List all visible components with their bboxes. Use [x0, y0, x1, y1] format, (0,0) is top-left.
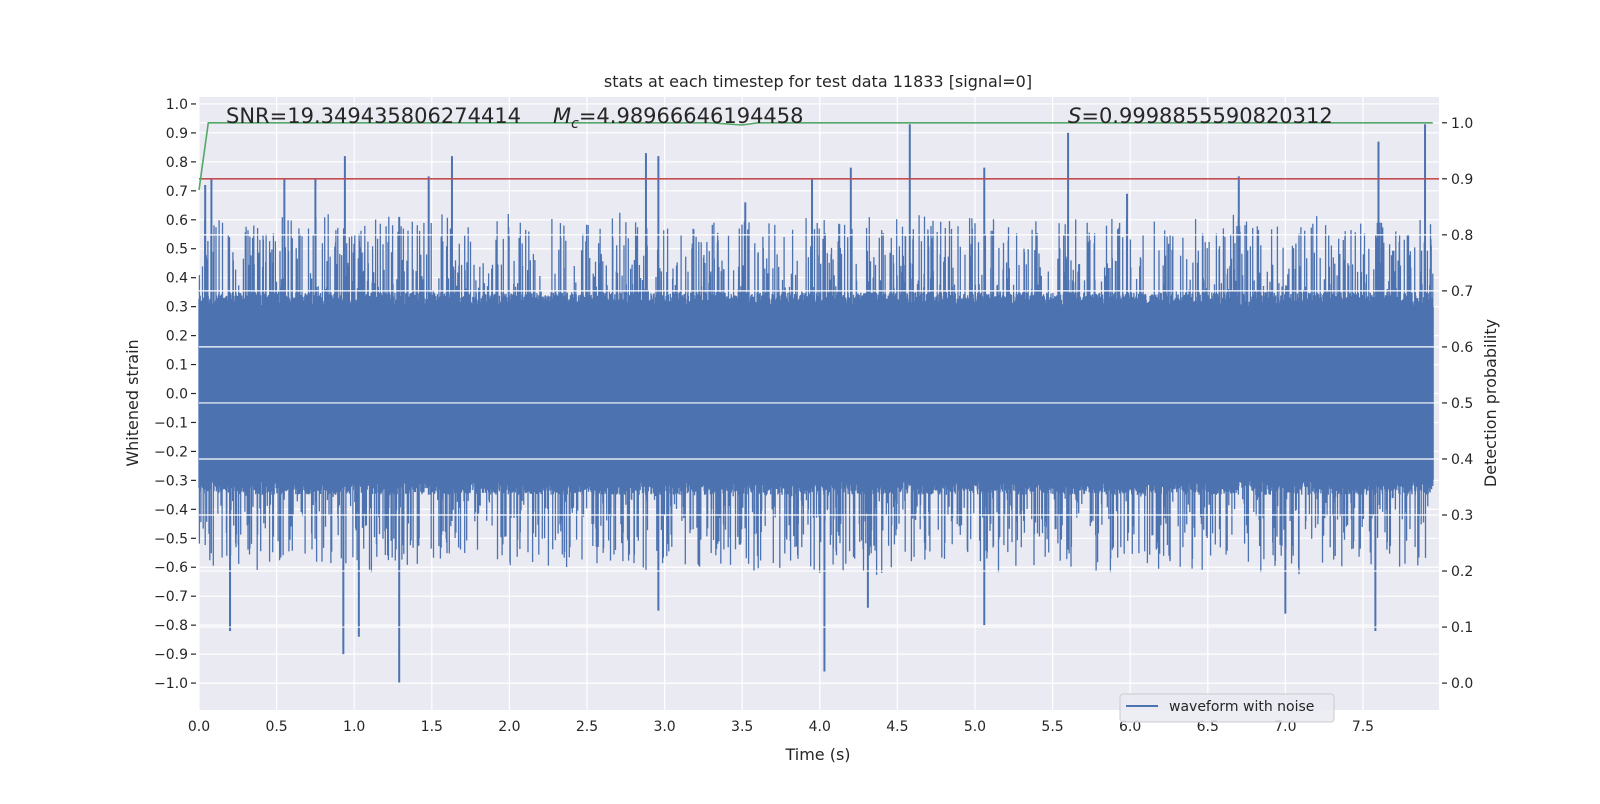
right-axis-lines: [198, 122, 1439, 191]
x-tick-label: 5.0: [964, 719, 986, 735]
y-ticks-right: 1.0 0.9 0.8 0.7 0.6 0.5 0.4 0.3 0.2 0.1 0.0: [1442, 116, 1473, 692]
waveform-core: [200, 306, 1434, 481]
y-axis-label-left: Whitened strain: [123, 339, 142, 466]
y-tick-label: 0.0: [166, 387, 188, 403]
x-tick-label: 7.5: [1352, 719, 1374, 735]
waveform-series: [198, 124, 1434, 684]
y-tick-label: −1.0: [154, 676, 188, 692]
y-tick-label: 0.6: [166, 213, 188, 229]
y-tick-label-right: 0.5: [1451, 396, 1473, 412]
y-tick-label: 0.8: [166, 155, 188, 171]
x-tick-label: 4.0: [809, 719, 831, 735]
y-tick-label-right: 1.0: [1451, 116, 1473, 132]
legend: waveform with noise: [1119, 693, 1335, 723]
mc-subscript: c: [571, 116, 579, 132]
x-tick-label: 0.5: [265, 719, 287, 735]
y-tick-label: −0.2: [154, 444, 188, 460]
y-tick-label: −0.4: [154, 502, 188, 518]
x-tick-label: 2.5: [576, 719, 598, 735]
y-tick-label-right: 0.9: [1451, 172, 1473, 188]
y-tick-label: 0.9: [166, 126, 188, 142]
y-tick-label-right: 0.1: [1451, 620, 1473, 636]
legend-box: [1119, 693, 1335, 723]
detection-probability-line: [198, 122, 1433, 191]
x-ticks: 0.0 0.5 1.0 1.5 2.0 2.5 3.0 3.5 4.0 4.5 5.0 5.5 6.0 6…: [188, 719, 1374, 735]
x-tick-label: 6.5: [1197, 719, 1219, 735]
y-tick-label-right: 0.0: [1451, 676, 1473, 692]
y-tick-label: 0.5: [166, 242, 188, 258]
x-tick-label: 4.5: [886, 719, 908, 735]
x-tick-label: 2.0: [498, 719, 520, 735]
s-value: =0.9998855590820312: [1081, 104, 1332, 128]
mc-symbol: M: [553, 104, 571, 128]
y-tick-label: 0.1: [166, 358, 188, 374]
y-tick-label: −0.1: [154, 415, 188, 431]
y-tick-label-right: 0.8: [1451, 228, 1473, 244]
legend-label-waveform: waveform with noise: [1169, 699, 1314, 715]
x-tick-label: 3.5: [731, 719, 753, 735]
y-tick-label: −0.5: [154, 531, 188, 547]
x-tick-label: 5.5: [1041, 719, 1063, 735]
y-tick-label-right: 0.4: [1451, 452, 1473, 468]
s-symbol: S: [1068, 104, 1081, 128]
y-tick-label-right: 0.6: [1451, 340, 1473, 356]
x-tick-label: 1.5: [421, 719, 443, 735]
x-tick-label: 3.0: [653, 719, 675, 735]
annotation-mc: Mc=4.98966646194458: [553, 104, 804, 132]
y-axis-label-right: Detection probability: [1481, 319, 1500, 487]
y-tick-label-right: 0.7: [1451, 284, 1473, 300]
y-tick-label: 0.4: [166, 271, 188, 287]
y-tick-label: 0.2: [166, 329, 188, 345]
x-tick-label: 6.0: [1119, 719, 1141, 735]
y-tick-label: 0.7: [166, 184, 188, 200]
chart-title: stats at each timestep for test data 118…: [604, 72, 1032, 91]
x-axis-label: Time (s): [784, 745, 850, 764]
y-tick-label-right: 0.3: [1451, 508, 1473, 524]
y-ticks-left: 1.0 0.9 0.8 0.7 0.6 0.5 0.4 0.3 0.2 0.1 0.0 −0.1 −0.…: [154, 97, 196, 692]
y-tick-label-right: 0.2: [1451, 564, 1473, 580]
annotation-s: S=0.9998855590820312: [1068, 104, 1333, 128]
x-tick-label: 0.0: [188, 719, 210, 735]
y-tick-label: 0.3: [166, 300, 188, 316]
y-tick-label: −0.9: [154, 647, 188, 663]
y-tick-label: −0.6: [154, 560, 188, 576]
y-tick-label: −0.8: [154, 618, 188, 634]
y-tick-label: 1.0: [166, 97, 188, 113]
x-tick-label: 1.0: [343, 719, 365, 735]
x-tick-label: 7.0: [1274, 719, 1296, 735]
mc-value: =4.98966646194458: [579, 104, 804, 128]
y-tick-label: −0.7: [154, 589, 188, 605]
y-tick-label: −0.3: [154, 473, 188, 489]
annotation-snr: SNR=19.349435806274414: [226, 104, 521, 128]
